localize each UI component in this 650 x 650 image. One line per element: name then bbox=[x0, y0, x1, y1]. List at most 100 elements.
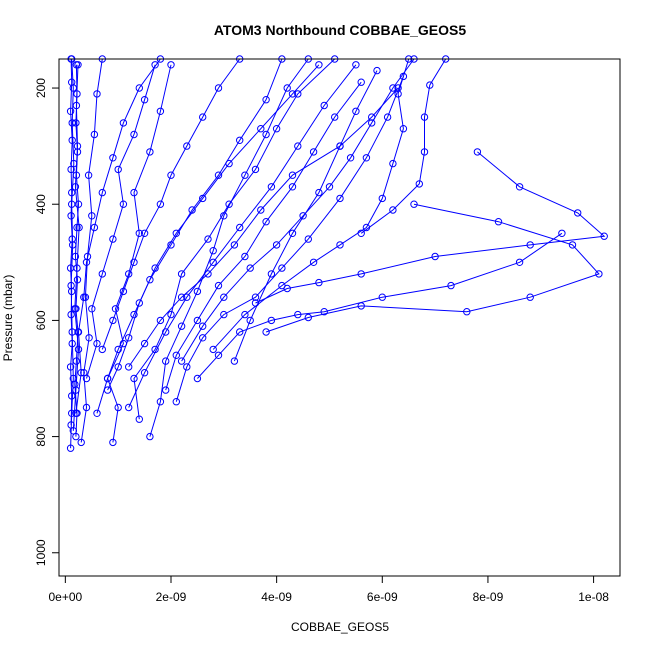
data-point bbox=[135, 299, 144, 307]
data-point bbox=[151, 264, 159, 272]
data-point bbox=[357, 302, 365, 310]
data-point bbox=[267, 183, 276, 191]
x-tick-label: 1e-08 bbox=[578, 590, 609, 604]
data-point bbox=[352, 61, 360, 69]
series-line bbox=[70, 58, 73, 426]
series-line bbox=[212, 58, 410, 350]
data-point bbox=[125, 403, 133, 412]
data-point bbox=[399, 125, 408, 133]
x-axis-label: COBBAE_GEOS5 bbox=[291, 620, 389, 634]
data-point bbox=[188, 206, 196, 214]
data-point bbox=[241, 252, 249, 261]
data-point bbox=[72, 171, 81, 179]
series-line bbox=[360, 58, 447, 234]
data-point bbox=[72, 101, 81, 110]
series-line bbox=[128, 64, 357, 408]
data-point bbox=[93, 339, 101, 348]
data-point bbox=[85, 334, 93, 342]
data-point bbox=[309, 148, 318, 156]
data-point bbox=[73, 409, 81, 417]
data-point bbox=[162, 386, 170, 394]
data-point bbox=[526, 241, 534, 249]
data-point bbox=[82, 403, 91, 412]
data-point bbox=[114, 363, 122, 371]
data-point bbox=[262, 96, 270, 104]
data-point bbox=[288, 171, 297, 179]
data-point bbox=[162, 357, 170, 365]
data-point bbox=[220, 310, 228, 319]
data-point bbox=[114, 165, 122, 174]
series-line bbox=[197, 232, 563, 379]
data-point bbox=[415, 180, 423, 188]
series-line bbox=[107, 64, 320, 391]
data-point bbox=[236, 223, 244, 232]
data-point bbox=[394, 84, 402, 92]
data-point bbox=[183, 363, 191, 371]
data-point bbox=[130, 258, 138, 266]
data-point bbox=[68, 339, 76, 348]
data-point bbox=[177, 270, 186, 278]
y-tick-label: 400 bbox=[34, 194, 48, 214]
data-point bbox=[140, 339, 149, 348]
data-point bbox=[146, 432, 154, 441]
data-point bbox=[88, 305, 96, 313]
data-point bbox=[262, 218, 270, 226]
data-point bbox=[130, 374, 138, 383]
data-point bbox=[325, 183, 334, 191]
data-point bbox=[177, 357, 186, 365]
data-point bbox=[167, 241, 175, 249]
data-point bbox=[283, 84, 291, 92]
data-point bbox=[80, 293, 88, 301]
data-point bbox=[109, 154, 117, 162]
series-line bbox=[165, 81, 362, 391]
data-point bbox=[294, 90, 302, 98]
data-point bbox=[410, 200, 418, 208]
data-point bbox=[167, 171, 175, 179]
data-point bbox=[288, 183, 297, 191]
data-point bbox=[125, 363, 133, 371]
data-point bbox=[574, 209, 582, 217]
y-axis: 200 400 600 800 1000 bbox=[34, 78, 60, 566]
data-point bbox=[67, 165, 75, 174]
data-point bbox=[230, 357, 239, 365]
data-point bbox=[146, 148, 154, 156]
data-point bbox=[93, 90, 101, 98]
data-point bbox=[119, 119, 128, 127]
data-point bbox=[72, 432, 80, 441]
data-point bbox=[257, 125, 265, 133]
data-point bbox=[431, 252, 439, 261]
data-point bbox=[373, 66, 381, 75]
data-point bbox=[135, 229, 144, 238]
data-point bbox=[151, 345, 159, 354]
data-point bbox=[172, 398, 181, 406]
data-point bbox=[68, 78, 76, 86]
series-line bbox=[265, 203, 600, 333]
data-point bbox=[278, 264, 286, 272]
data-point bbox=[294, 142, 302, 150]
data-point bbox=[383, 113, 392, 121]
data-point bbox=[558, 229, 566, 238]
data-point bbox=[151, 61, 159, 69]
data-point bbox=[146, 276, 154, 284]
data-point bbox=[336, 142, 344, 150]
data-point bbox=[199, 334, 207, 342]
data-point bbox=[368, 113, 376, 121]
data-point bbox=[272, 241, 281, 249]
data-point bbox=[420, 113, 429, 121]
data-point bbox=[68, 287, 76, 296]
data-point bbox=[336, 241, 344, 249]
data-point bbox=[288, 229, 297, 238]
data-point bbox=[236, 328, 244, 336]
x-tick-label: 4e-09 bbox=[261, 590, 292, 604]
data-point bbox=[135, 415, 144, 423]
series-line bbox=[149, 58, 309, 437]
data-point bbox=[257, 206, 265, 214]
data-point bbox=[84, 171, 93, 179]
data-point bbox=[75, 223, 83, 232]
data-point bbox=[315, 278, 323, 287]
data-point bbox=[193, 374, 202, 383]
data-point bbox=[262, 130, 270, 139]
series-line bbox=[181, 58, 415, 362]
data-point bbox=[399, 72, 408, 81]
